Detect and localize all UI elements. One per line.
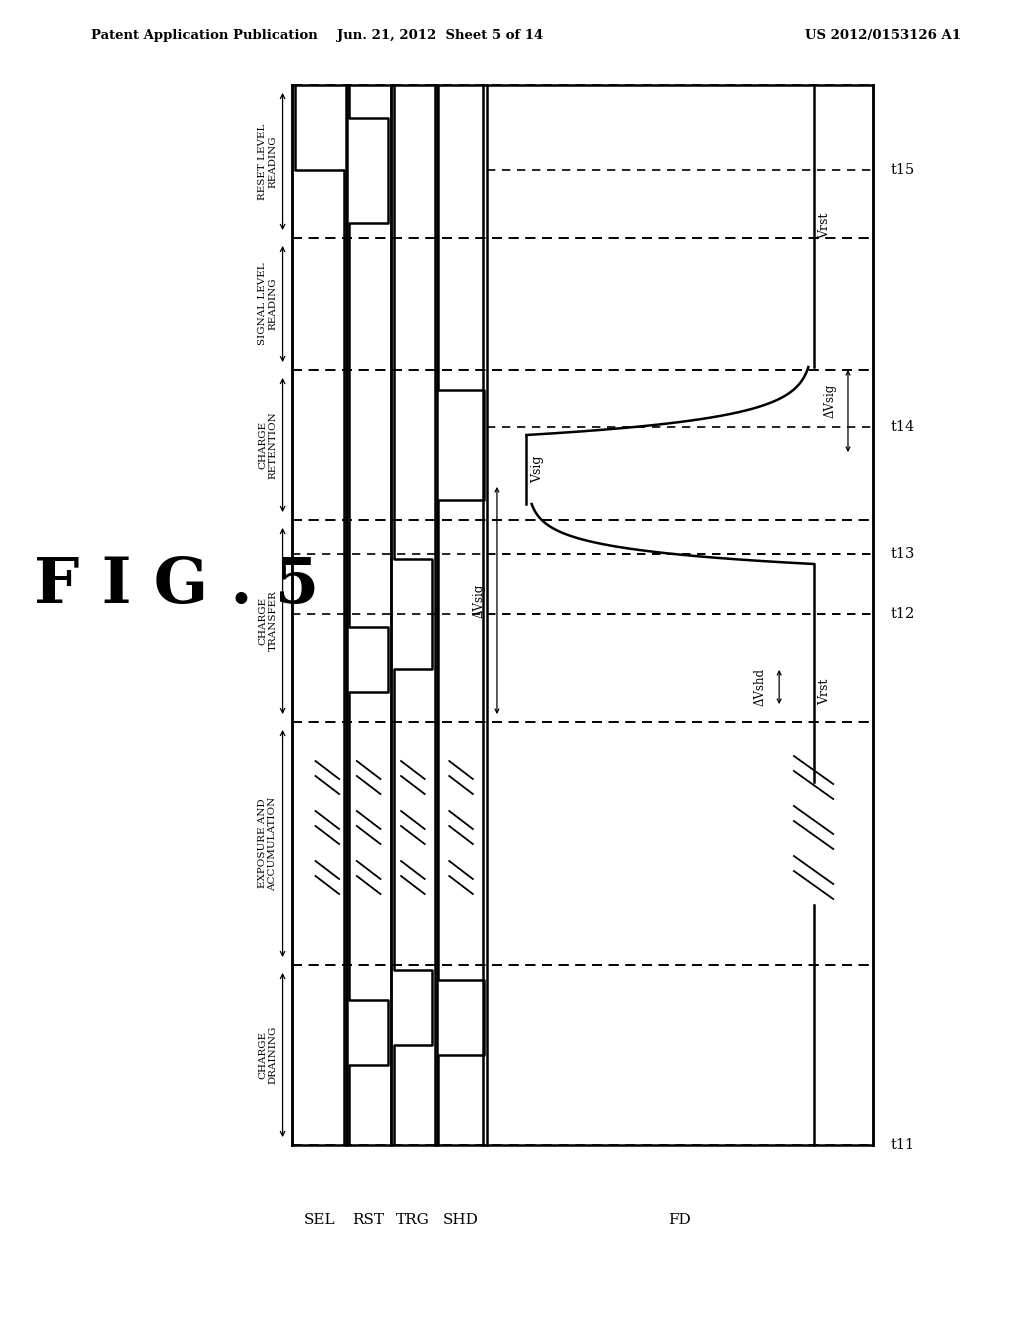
Text: FD: FD	[669, 1213, 691, 1228]
Text: CHARGE
RETENTION: CHARGE RETENTION	[258, 411, 278, 479]
Text: RST: RST	[352, 1213, 385, 1228]
Text: Vsig: Vsig	[531, 455, 545, 483]
Text: ΔVsig: ΔVsig	[472, 583, 485, 618]
Text: RESET LEVEL
READING: RESET LEVEL READING	[258, 123, 278, 199]
Text: SHD: SHD	[443, 1213, 479, 1228]
Text: t13: t13	[890, 546, 914, 561]
Text: SEL: SEL	[304, 1213, 335, 1228]
Text: Vrst: Vrst	[818, 678, 831, 705]
Text: SIGNAL LEVEL
READING: SIGNAL LEVEL READING	[258, 263, 278, 346]
Text: EXPOSURE AND
ACCUMULATION: EXPOSURE AND ACCUMULATION	[258, 796, 278, 891]
Text: F I G . 5: F I G . 5	[34, 554, 319, 615]
Text: t11: t11	[890, 1138, 914, 1152]
Text: CHARGE
DRAINING: CHARGE DRAINING	[258, 1026, 278, 1084]
Text: TRG: TRG	[396, 1213, 430, 1228]
Text: Vrst: Vrst	[818, 213, 831, 239]
Text: t12: t12	[890, 607, 914, 620]
Text: ΔVsig: ΔVsig	[823, 384, 837, 418]
Text: t14: t14	[890, 420, 914, 434]
Text: US 2012/0153126 A1: US 2012/0153126 A1	[805, 29, 962, 41]
Text: CHARGE
TRANSFER: CHARGE TRANSFER	[258, 590, 278, 652]
Text: ΔVshd: ΔVshd	[754, 668, 766, 706]
Text: Patent Application Publication: Patent Application Publication	[91, 29, 317, 41]
Text: t15: t15	[890, 162, 914, 177]
Text: Jun. 21, 2012  Sheet 5 of 14: Jun. 21, 2012 Sheet 5 of 14	[337, 29, 543, 41]
